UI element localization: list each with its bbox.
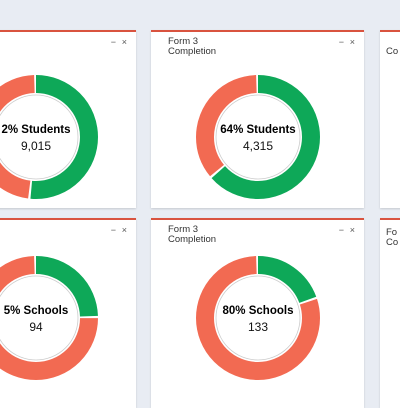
donut-segment-green (0, 75, 98, 199)
donut-segment-coral (196, 75, 320, 199)
count-value: 133 (247, 320, 269, 334)
donut-segment-green (0, 256, 98, 380)
percent-label: 5% Schools (3, 305, 69, 317)
close-icon[interactable]: × (121, 37, 127, 47)
close-icon[interactable]: × (121, 225, 127, 235)
donut-segment-coral (196, 256, 320, 380)
donut-inner-ring (215, 275, 301, 361)
percent-label: 2% Students (1, 124, 71, 136)
donut-chart (0, 256, 98, 380)
dashboard-card-form3-schools: Form 3 Completion − × 80% Schools 133 (151, 218, 364, 408)
dashboard-card-students-1: − × 2% Students 9,015 (0, 30, 136, 208)
donut-segment-green (196, 75, 320, 199)
donut-chart (196, 256, 320, 380)
percent-label: 80% Schools (222, 305, 294, 317)
donut-inner-ring (0, 94, 79, 180)
close-icon[interactable]: × (349, 225, 355, 235)
dashboard-card-schools-1: − × 5% Schools 94 (0, 218, 136, 408)
count-value: 9,015 (20, 139, 52, 153)
dashboard-card-form3-students: Form 3 Completion − × 64% Students 4,315 (151, 30, 364, 208)
card-title: Form 3 Completion (168, 36, 217, 57)
card-title: Fo Co (386, 227, 399, 248)
donut-inner-ring (0, 275, 79, 361)
donut-inner-ring (215, 94, 301, 180)
count-value: 4,315 (242, 139, 274, 153)
percent-label: 64% Students (220, 124, 296, 136)
donut-segment-green (196, 256, 320, 380)
count-value: 94 (29, 320, 43, 334)
dashboard-card-partial-top: Co (380, 30, 400, 208)
card-title: Co (386, 46, 399, 57)
close-icon[interactable]: × (349, 37, 355, 47)
card-title: Form 3 Completion (168, 224, 217, 245)
donut-segment-coral (0, 256, 98, 380)
minimize-icon[interactable]: − (338, 225, 344, 235)
minimize-icon[interactable]: − (338, 37, 344, 47)
donut-chart (196, 75, 320, 199)
donut-chart (0, 75, 98, 199)
minimize-icon[interactable]: − (110, 37, 116, 47)
dashboard-card-partial-bottom: Fo Co (380, 218, 400, 408)
minimize-icon[interactable]: − (110, 225, 116, 235)
